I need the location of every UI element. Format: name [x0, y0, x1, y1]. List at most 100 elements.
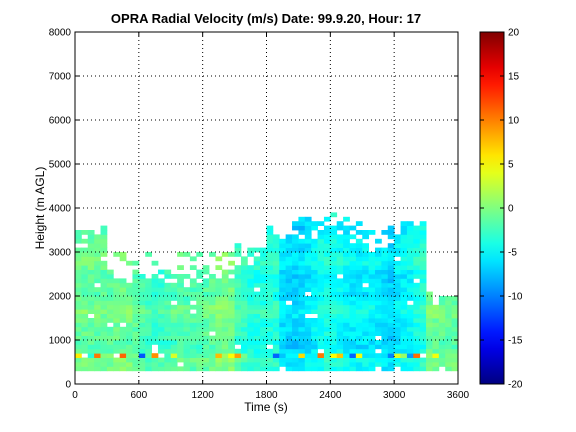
heatmap-cell — [183, 366, 191, 372]
heatmap-cell — [400, 238, 408, 244]
heatmap-cell — [419, 366, 427, 372]
heatmap-cell — [221, 344, 229, 350]
heatmap-cell — [170, 348, 178, 354]
heatmap-cell — [266, 278, 274, 284]
heatmap-cell — [157, 304, 165, 310]
heatmap-cell — [253, 278, 261, 284]
heatmap-cell — [317, 256, 325, 262]
heatmap-cell — [311, 291, 318, 297]
heatmap-cell — [94, 300, 101, 306]
heatmap-cell — [413, 362, 421, 367]
heatmap-cell — [202, 287, 210, 292]
heatmap-cell — [387, 318, 395, 323]
heatmap-cell — [87, 274, 95, 279]
heatmap-cell — [330, 282, 338, 288]
heatmap-cell — [94, 265, 101, 270]
heatmap-cell — [253, 300, 261, 306]
heatmap-cell — [336, 252, 344, 257]
heatmap-cell — [413, 238, 421, 244]
heatmap-cell — [298, 309, 306, 314]
heatmap-cell — [87, 291, 95, 297]
heatmap-cell — [400, 331, 408, 336]
heatmap-cell — [240, 269, 248, 275]
heatmap-cell — [298, 318, 306, 323]
heatmap-cell — [170, 274, 178, 279]
heatmap-cell — [126, 318, 133, 323]
heatmap-cell — [145, 300, 152, 306]
heatmap-cell — [394, 304, 401, 310]
heatmap-cell — [253, 344, 261, 350]
heatmap-cell — [413, 309, 421, 314]
heatmap-cell — [100, 287, 108, 292]
heatmap-cell — [317, 357, 325, 363]
heatmap-cell — [400, 340, 408, 345]
heatmap-cell — [330, 357, 338, 363]
heatmap-cell — [400, 247, 408, 253]
heatmap-cell — [438, 357, 446, 363]
heatmap-cell — [362, 247, 370, 253]
heatmap-cell — [426, 304, 433, 310]
heatmap-cell — [298, 230, 306, 235]
heatmap-cell — [266, 304, 274, 310]
heatmap-cell — [355, 265, 363, 270]
heatmap-cell — [202, 340, 210, 345]
heatmap-cell — [221, 291, 229, 297]
heatmap-cell — [272, 340, 280, 345]
heatmap-cell — [304, 225, 312, 231]
heatmap-cell — [94, 331, 101, 336]
heatmap-cell — [189, 362, 197, 367]
heatmap-cell — [317, 269, 325, 275]
heatmap-cell — [145, 322, 152, 328]
heatmap-cell — [126, 326, 133, 332]
heatmap-cell — [362, 353, 370, 358]
heatmap-cell — [234, 318, 242, 323]
heatmap-cell — [75, 335, 82, 341]
heatmap-cell — [164, 269, 172, 275]
heatmap-cell — [100, 331, 108, 336]
heatmap-cell — [400, 353, 408, 358]
heatmap-cell — [81, 331, 89, 336]
heatmap-cell — [362, 296, 370, 301]
heatmap-cell — [272, 269, 280, 275]
y-tick-label: 0 — [65, 380, 71, 391]
heatmap-cell — [317, 353, 325, 358]
heatmap-cell — [400, 269, 408, 275]
heatmap-cell — [247, 309, 255, 314]
heatmap-cell — [253, 362, 261, 367]
heatmap-cell — [323, 326, 331, 332]
heatmap-cell — [317, 252, 325, 257]
heatmap-cell — [355, 331, 363, 336]
heatmap-cell — [336, 234, 344, 240]
heatmap-cell — [221, 287, 229, 292]
heatmap-cell — [228, 300, 235, 306]
heatmap-cell — [292, 335, 299, 341]
heatmap-cell — [164, 362, 172, 367]
heatmap-cell — [260, 260, 267, 266]
heatmap-cell — [311, 353, 318, 358]
heatmap-cell — [81, 335, 89, 341]
heatmap-cell — [247, 366, 255, 372]
heatmap-cell — [202, 353, 210, 358]
heatmap-cell — [292, 348, 299, 354]
heatmap-cell — [87, 357, 95, 363]
x-axis-label: Time (s) — [244, 400, 288, 414]
heatmap-cell — [323, 353, 331, 358]
heatmap-cell — [94, 234, 101, 240]
heatmap-cell — [298, 335, 306, 341]
velocity-heatmap — [75, 212, 458, 372]
heatmap-cell — [119, 291, 127, 297]
heatmap-cell — [438, 335, 446, 341]
heatmap-cell — [304, 357, 312, 363]
heatmap-cell — [375, 313, 382, 319]
heatmap-cell — [279, 353, 287, 358]
heatmap-cell — [394, 265, 401, 270]
heatmap-cell — [349, 256, 357, 262]
heatmap-cell — [387, 291, 395, 297]
heatmap-cell — [221, 326, 229, 332]
heatmap-cell — [438, 331, 446, 336]
heatmap-cell — [330, 256, 338, 262]
heatmap-cell — [113, 309, 121, 314]
heatmap-cell — [266, 291, 274, 297]
heatmap-cell — [100, 326, 108, 332]
heatmap-cell — [311, 296, 318, 301]
